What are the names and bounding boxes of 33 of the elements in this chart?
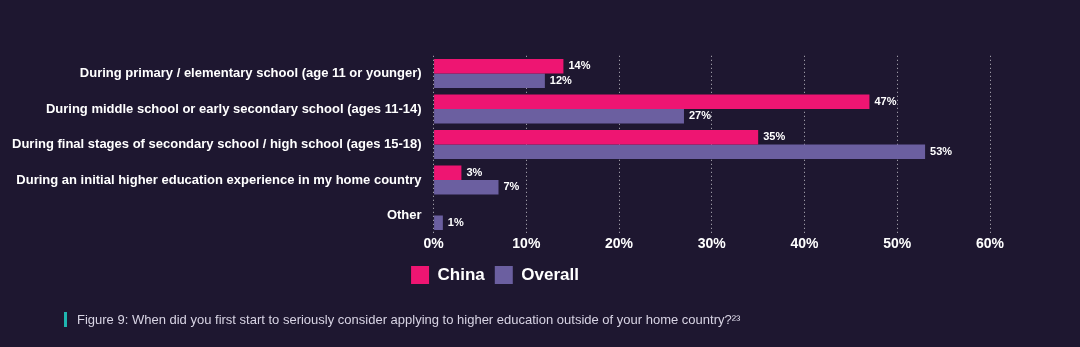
- y-tick-label: Other: [386, 207, 422, 223]
- x-tick-label: 10%: [512, 235, 541, 252]
- bar: [434, 94, 870, 110]
- bar: [434, 58, 564, 74]
- x-tick-label: 40%: [790, 235, 820, 252]
- x-tick-label: 30%: [697, 235, 727, 252]
- data-label: 27%: [688, 109, 712, 122]
- y-tick-label: During final stages of secondary school / high school (ages 15-18): [12, 136, 422, 152]
- y-tick-label: During an initial higher education experience in my home country: [16, 171, 423, 187]
- bar: [434, 179, 499, 195]
- x-tick-label: 0%: [423, 235, 445, 252]
- x-tick-label: 20%: [605, 235, 634, 252]
- caption: Figure 9: When did you first start to seriously consider applying to higher education outside of your home country?²³: [64, 312, 741, 327]
- bar: [434, 129, 759, 145]
- data-label: 14%: [568, 59, 591, 72]
- data-label: 47%: [874, 94, 897, 107]
- bar: [434, 165, 462, 180]
- data-label: 7%: [503, 180, 520, 193]
- data-label: 53%: [930, 144, 953, 157]
- legend-label: China: [437, 264, 486, 284]
- x-tick-label: 50%: [883, 235, 912, 252]
- x-tick-label: 60%: [975, 235, 1005, 252]
- data-label: 35%: [763, 130, 786, 143]
- bar: [434, 144, 926, 160]
- data-label: 1%: [447, 215, 464, 228]
- y-tick-label: During primary / elementary school (age 11 or younger): [79, 65, 422, 81]
- bar: [434, 109, 684, 124]
- y-tick-label: During middle school or early secondary school (ages 11-14): [45, 100, 422, 116]
- bar: [434, 215, 443, 231]
- data-label: 3%: [466, 165, 483, 178]
- bar: [434, 73, 545, 89]
- legend-label: Overall: [521, 264, 579, 284]
- data-label: 12%: [549, 73, 573, 86]
